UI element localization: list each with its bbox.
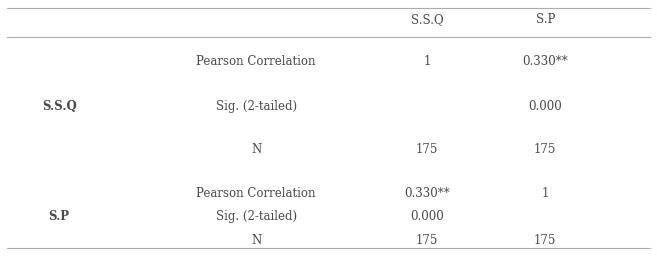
- Text: 1: 1: [541, 187, 549, 200]
- Text: Sig. (2-tailed): Sig. (2-tailed): [215, 100, 297, 113]
- Text: 175: 175: [416, 234, 438, 247]
- Text: S.S.Q: S.S.Q: [42, 100, 76, 113]
- Text: S.P: S.P: [535, 13, 555, 26]
- Text: 0.000: 0.000: [528, 100, 562, 113]
- Text: N: N: [251, 143, 261, 156]
- Text: 0.330**: 0.330**: [404, 187, 450, 200]
- Text: 175: 175: [534, 234, 556, 247]
- Text: 0.000: 0.000: [410, 210, 444, 223]
- Text: Pearson Correlation: Pearson Correlation: [196, 187, 316, 200]
- Text: 175: 175: [534, 143, 556, 156]
- Text: Sig. (2-tailed): Sig. (2-tailed): [215, 210, 297, 223]
- Text: S.P: S.P: [49, 210, 70, 223]
- Text: 0.330**: 0.330**: [522, 55, 568, 68]
- Text: 175: 175: [416, 143, 438, 156]
- Text: N: N: [251, 234, 261, 247]
- Text: 1: 1: [423, 55, 431, 68]
- Text: Pearson Correlation: Pearson Correlation: [196, 55, 316, 68]
- Text: S.S.Q: S.S.Q: [411, 13, 443, 26]
